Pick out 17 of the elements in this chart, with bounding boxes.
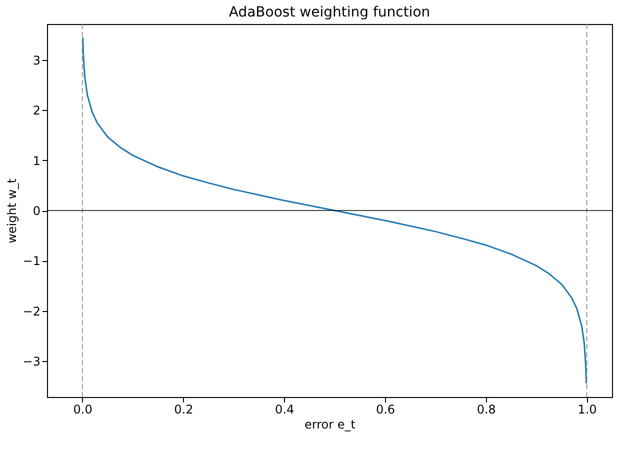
x-tick-label: 0.8: [476, 402, 496, 416]
chart-title: AdaBoost weighting function: [228, 4, 430, 21]
y-tick-label: 0: [32, 204, 40, 218]
x-tick-label: 0.4: [275, 402, 294, 416]
x-axis-title: error e_t: [304, 418, 356, 432]
y-axis-title: weight w_t: [4, 178, 19, 244]
y-tick-label: 2: [32, 104, 40, 118]
x-tick-label: 0.2: [174, 402, 194, 416]
x-tick-label: 0.0: [73, 402, 92, 416]
y-tick-label: −3: [22, 354, 40, 368]
x-tick-label: 0.6: [376, 402, 396, 416]
y-tick-label: 3: [32, 54, 40, 68]
y-tick-label: −1: [22, 254, 40, 268]
line-series: [82, 36, 588, 384]
y-tick-label: 1: [32, 154, 40, 168]
x-tick-label: 1.0: [578, 402, 597, 416]
y-tick-label: −2: [22, 304, 40, 318]
